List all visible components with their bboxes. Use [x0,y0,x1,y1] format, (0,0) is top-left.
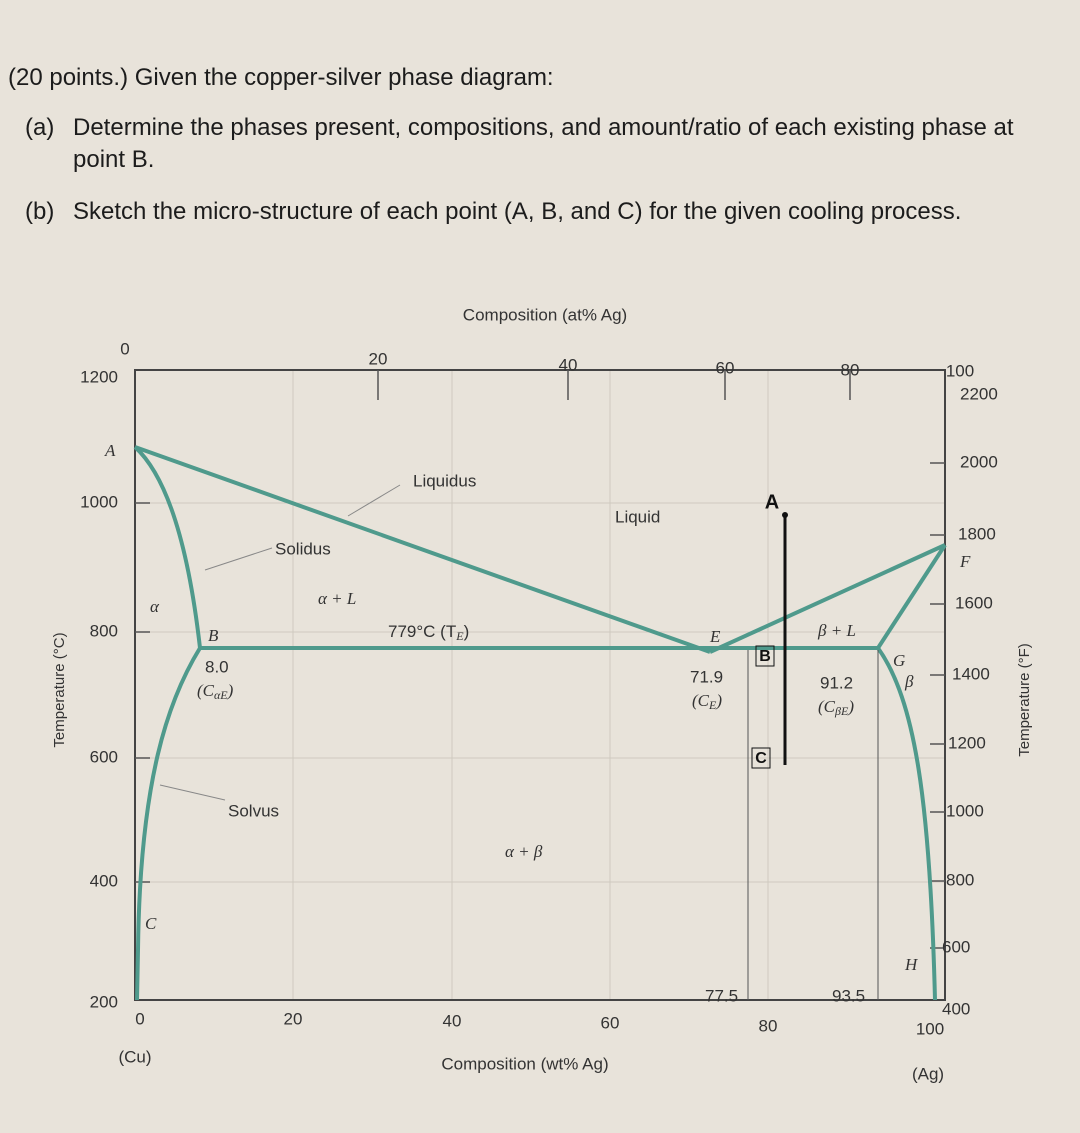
region-label: β + L [817,621,856,640]
question-part: (b) Sketch the micro-structure of each p… [25,196,1015,228]
plot-frame [134,369,946,1001]
point-label: E [709,627,721,646]
right-tick-label: 1600 [955,593,993,612]
right-tick-label: 400 [942,999,970,1018]
symbol-end: ) [715,691,722,710]
top-tick-label: 0 [120,339,129,358]
region-label: α + L [318,589,356,608]
top-tick-label: 20 [369,349,388,368]
curve-label: Solvus [228,801,279,820]
symbol: (C [818,697,836,716]
right-tick-label: 1000 [946,801,984,820]
axis-title: Temperature (°F) [1016,643,1033,757]
question-part: (a) Determine the phases present, compos… [25,112,1015,176]
composition-value: 71.9 [690,667,723,686]
composition-symbol: (CβE) [818,697,854,718]
axis-title: Temperature (°C) [51,632,68,747]
symbol-sub: E [708,698,717,712]
top-tick-label: 100 [946,361,974,380]
composition-value: 91.2 [820,673,853,692]
symbol-sub: βE [834,704,849,718]
axis-title: Composition (at% Ag) [463,305,627,324]
cooling-point: B [759,648,771,665]
eutectic-sub: E [455,629,464,643]
point-label: A [104,441,116,460]
eutectic-end: ) [464,622,470,641]
bottom-tick-label: 100 [916,1019,944,1038]
point-label: C [145,914,157,933]
bottom-tick-label: 40 [443,1011,462,1030]
part-label: (b) [25,198,55,225]
bottom-tick-label: 60 [601,1013,620,1032]
symbol: (C [197,681,215,700]
top-tick-label: 40 [559,355,578,374]
right-tick-label: 1800 [958,524,996,543]
composition-symbol: (CαE) [197,681,234,702]
left-tick-label: 400 [90,871,118,890]
composition-symbol: (CE) [692,691,722,712]
bottom-tick-label: 0 [135,1009,144,1028]
symbol-end: ) [227,681,234,700]
cooling-point: C [755,750,767,767]
left-tick-label: 1200 [80,367,118,386]
vertical-line-label: 93.5 [832,986,865,1005]
point-label: H [904,955,919,974]
point-label: G [893,651,905,670]
point-label: B [208,626,219,645]
right-tick-label: 600 [942,937,970,956]
right-tick-label: 1200 [948,733,986,752]
region-label: Liquid [615,507,660,526]
ticks [135,370,945,949]
top-tick-label: 60 [716,358,735,377]
grid [135,370,945,1000]
right-tick-label: 800 [946,870,974,889]
right-tick-label: 2000 [960,452,998,471]
curve-label: Solidus [275,539,331,558]
curve-label: Liquidus [413,471,476,490]
axis-end-label: (Ag) [912,1064,944,1083]
region-label: α [150,597,160,616]
region-label: β [904,672,914,691]
axis-title: Composition (wt% Ag) [441,1054,608,1073]
symbol: (C [692,691,710,710]
top-tick-label: 80 [841,360,860,379]
right-tick-label: 2200 [960,384,998,403]
eutectic-text: 779°C (T [388,622,456,641]
symbol-end: ) [847,697,854,716]
right-tick-label: 1400 [952,664,990,683]
question-intro: (20 points.) Given the copper-silver pha… [8,64,554,91]
eutectic-label: 779°C (TE) [388,622,469,642]
bottom-tick-label: 80 [759,1016,778,1035]
symbol-sub: αE [214,688,228,702]
region-label: α + β [505,842,543,861]
part-label: (a) [25,114,55,141]
axis-end-label: (Cu) [118,1047,151,1066]
composition-value: 8.0 [205,657,229,676]
vertical-line-label: 77.5 [705,986,738,1005]
part-text: Sketch the micro-structure of each point… [73,198,962,225]
bottom-tick-label: 20 [284,1009,303,1028]
phase-boundaries [133,445,947,1001]
left-tick-label: 200 [90,992,118,1011]
left-tick-label: 600 [90,747,118,766]
part-text: Determine the phases present, compositio… [73,114,1014,173]
point-label: F [959,552,971,571]
left-tick-label: 1000 [80,492,118,511]
cooling-point: A [765,491,779,513]
left-tick-label: 800 [90,621,118,640]
